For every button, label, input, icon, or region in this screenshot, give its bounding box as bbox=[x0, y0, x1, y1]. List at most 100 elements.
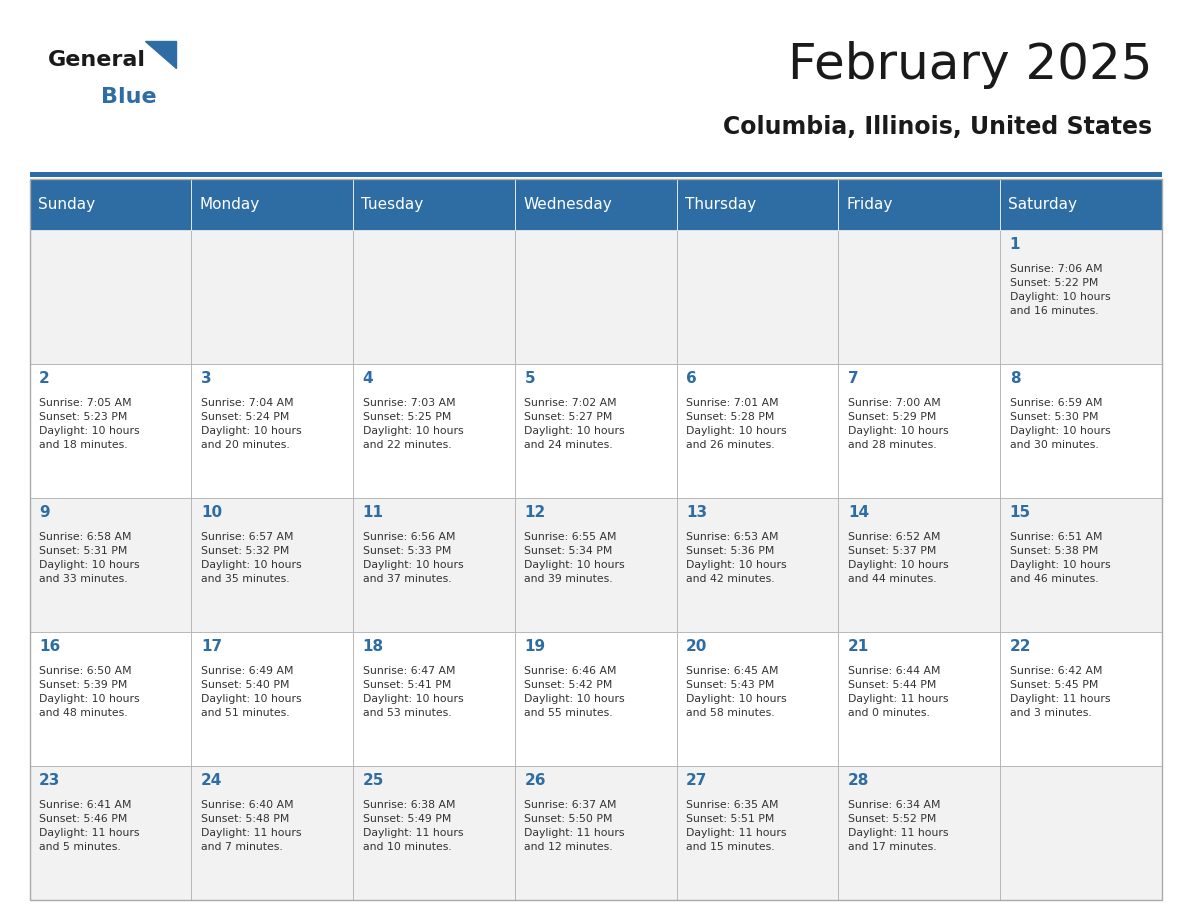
Text: Sunrise: 6:52 AM
Sunset: 5:37 PM
Daylight: 10 hours
and 44 minutes.: Sunrise: 6:52 AM Sunset: 5:37 PM Dayligh… bbox=[848, 532, 948, 585]
FancyBboxPatch shape bbox=[514, 632, 677, 766]
Text: 24: 24 bbox=[201, 773, 222, 788]
Text: 7: 7 bbox=[848, 371, 859, 386]
Polygon shape bbox=[145, 41, 176, 68]
Text: Sunrise: 6:50 AM
Sunset: 5:39 PM
Daylight: 10 hours
and 48 minutes.: Sunrise: 6:50 AM Sunset: 5:39 PM Dayligh… bbox=[39, 666, 140, 719]
Text: 20: 20 bbox=[687, 639, 708, 654]
Text: 16: 16 bbox=[39, 639, 61, 654]
Text: Sunrise: 6:49 AM
Sunset: 5:40 PM
Daylight: 10 hours
and 51 minutes.: Sunrise: 6:49 AM Sunset: 5:40 PM Dayligh… bbox=[201, 666, 302, 719]
FancyBboxPatch shape bbox=[839, 230, 1000, 364]
FancyBboxPatch shape bbox=[30, 364, 191, 498]
FancyBboxPatch shape bbox=[1000, 179, 1162, 230]
Text: 11: 11 bbox=[362, 505, 384, 520]
Text: 22: 22 bbox=[1010, 639, 1031, 654]
FancyBboxPatch shape bbox=[1000, 632, 1162, 766]
Text: Sunrise: 7:00 AM
Sunset: 5:29 PM
Daylight: 10 hours
and 28 minutes.: Sunrise: 7:00 AM Sunset: 5:29 PM Dayligh… bbox=[848, 398, 948, 451]
FancyBboxPatch shape bbox=[677, 179, 839, 230]
Text: 1: 1 bbox=[1010, 237, 1020, 252]
Text: Sunrise: 6:40 AM
Sunset: 5:48 PM
Daylight: 11 hours
and 7 minutes.: Sunrise: 6:40 AM Sunset: 5:48 PM Dayligh… bbox=[201, 800, 302, 853]
Text: 2: 2 bbox=[39, 371, 50, 386]
FancyBboxPatch shape bbox=[1000, 230, 1162, 364]
FancyBboxPatch shape bbox=[1000, 364, 1162, 498]
Text: 25: 25 bbox=[362, 773, 384, 788]
Text: Sunrise: 7:05 AM
Sunset: 5:23 PM
Daylight: 10 hours
and 18 minutes.: Sunrise: 7:05 AM Sunset: 5:23 PM Dayligh… bbox=[39, 398, 140, 451]
Text: General: General bbox=[48, 50, 145, 71]
Text: Sunrise: 6:34 AM
Sunset: 5:52 PM
Daylight: 11 hours
and 17 minutes.: Sunrise: 6:34 AM Sunset: 5:52 PM Dayligh… bbox=[848, 800, 948, 853]
Text: 23: 23 bbox=[39, 773, 61, 788]
FancyBboxPatch shape bbox=[191, 364, 353, 498]
Text: 8: 8 bbox=[1010, 371, 1020, 386]
Text: Sunrise: 7:06 AM
Sunset: 5:22 PM
Daylight: 10 hours
and 16 minutes.: Sunrise: 7:06 AM Sunset: 5:22 PM Dayligh… bbox=[1010, 264, 1111, 317]
Text: 6: 6 bbox=[687, 371, 697, 386]
FancyBboxPatch shape bbox=[514, 498, 677, 632]
Text: Sunrise: 7:01 AM
Sunset: 5:28 PM
Daylight: 10 hours
and 26 minutes.: Sunrise: 7:01 AM Sunset: 5:28 PM Dayligh… bbox=[687, 398, 786, 451]
Text: Sunrise: 6:45 AM
Sunset: 5:43 PM
Daylight: 10 hours
and 58 minutes.: Sunrise: 6:45 AM Sunset: 5:43 PM Dayligh… bbox=[687, 666, 786, 719]
FancyBboxPatch shape bbox=[353, 766, 514, 900]
FancyBboxPatch shape bbox=[839, 766, 1000, 900]
Text: Sunrise: 6:38 AM
Sunset: 5:49 PM
Daylight: 11 hours
and 10 minutes.: Sunrise: 6:38 AM Sunset: 5:49 PM Dayligh… bbox=[362, 800, 463, 853]
FancyBboxPatch shape bbox=[839, 364, 1000, 498]
Text: Sunrise: 6:47 AM
Sunset: 5:41 PM
Daylight: 10 hours
and 53 minutes.: Sunrise: 6:47 AM Sunset: 5:41 PM Dayligh… bbox=[362, 666, 463, 719]
Text: Sunrise: 6:42 AM
Sunset: 5:45 PM
Daylight: 11 hours
and 3 minutes.: Sunrise: 6:42 AM Sunset: 5:45 PM Dayligh… bbox=[1010, 666, 1110, 719]
Text: 17: 17 bbox=[201, 639, 222, 654]
Text: 26: 26 bbox=[524, 773, 546, 788]
Text: Blue: Blue bbox=[101, 87, 157, 107]
FancyBboxPatch shape bbox=[677, 498, 839, 632]
Text: 13: 13 bbox=[687, 505, 707, 520]
Text: 5: 5 bbox=[524, 371, 535, 386]
Text: Sunrise: 6:41 AM
Sunset: 5:46 PM
Daylight: 11 hours
and 5 minutes.: Sunrise: 6:41 AM Sunset: 5:46 PM Dayligh… bbox=[39, 800, 140, 853]
FancyBboxPatch shape bbox=[191, 179, 353, 230]
FancyBboxPatch shape bbox=[30, 498, 191, 632]
FancyBboxPatch shape bbox=[30, 179, 191, 230]
FancyBboxPatch shape bbox=[677, 766, 839, 900]
Text: Wednesday: Wednesday bbox=[523, 196, 612, 212]
FancyBboxPatch shape bbox=[191, 632, 353, 766]
Text: Sunrise: 6:59 AM
Sunset: 5:30 PM
Daylight: 10 hours
and 30 minutes.: Sunrise: 6:59 AM Sunset: 5:30 PM Dayligh… bbox=[1010, 398, 1111, 451]
FancyBboxPatch shape bbox=[191, 766, 353, 900]
Text: Sunrise: 7:02 AM
Sunset: 5:27 PM
Daylight: 10 hours
and 24 minutes.: Sunrise: 7:02 AM Sunset: 5:27 PM Dayligh… bbox=[524, 398, 625, 451]
FancyBboxPatch shape bbox=[191, 498, 353, 632]
FancyBboxPatch shape bbox=[839, 179, 1000, 230]
Text: February 2025: February 2025 bbox=[788, 41, 1152, 89]
Text: 14: 14 bbox=[848, 505, 868, 520]
Text: Sunrise: 6:58 AM
Sunset: 5:31 PM
Daylight: 10 hours
and 33 minutes.: Sunrise: 6:58 AM Sunset: 5:31 PM Dayligh… bbox=[39, 532, 140, 585]
FancyBboxPatch shape bbox=[514, 230, 677, 364]
Text: Sunday: Sunday bbox=[38, 196, 95, 212]
Text: Monday: Monday bbox=[200, 196, 260, 212]
Text: 15: 15 bbox=[1010, 505, 1031, 520]
Text: Sunrise: 6:56 AM
Sunset: 5:33 PM
Daylight: 10 hours
and 37 minutes.: Sunrise: 6:56 AM Sunset: 5:33 PM Dayligh… bbox=[362, 532, 463, 585]
FancyBboxPatch shape bbox=[353, 632, 514, 766]
Text: Sunrise: 6:44 AM
Sunset: 5:44 PM
Daylight: 11 hours
and 0 minutes.: Sunrise: 6:44 AM Sunset: 5:44 PM Dayligh… bbox=[848, 666, 948, 719]
Text: 18: 18 bbox=[362, 639, 384, 654]
Text: 27: 27 bbox=[687, 773, 708, 788]
FancyBboxPatch shape bbox=[514, 179, 677, 230]
Text: Sunrise: 6:46 AM
Sunset: 5:42 PM
Daylight: 10 hours
and 55 minutes.: Sunrise: 6:46 AM Sunset: 5:42 PM Dayligh… bbox=[524, 666, 625, 719]
FancyBboxPatch shape bbox=[191, 230, 353, 364]
Text: Columbia, Illinois, United States: Columbia, Illinois, United States bbox=[723, 115, 1152, 139]
FancyBboxPatch shape bbox=[30, 172, 1162, 177]
Text: Sunrise: 7:03 AM
Sunset: 5:25 PM
Daylight: 10 hours
and 22 minutes.: Sunrise: 7:03 AM Sunset: 5:25 PM Dayligh… bbox=[362, 398, 463, 451]
Text: 28: 28 bbox=[848, 773, 870, 788]
FancyBboxPatch shape bbox=[677, 632, 839, 766]
Text: 19: 19 bbox=[524, 639, 545, 654]
FancyBboxPatch shape bbox=[839, 632, 1000, 766]
Text: 3: 3 bbox=[201, 371, 211, 386]
FancyBboxPatch shape bbox=[677, 230, 839, 364]
FancyBboxPatch shape bbox=[353, 498, 514, 632]
FancyBboxPatch shape bbox=[353, 230, 514, 364]
FancyBboxPatch shape bbox=[353, 364, 514, 498]
Text: Thursday: Thursday bbox=[684, 196, 756, 212]
Text: Sunrise: 7:04 AM
Sunset: 5:24 PM
Daylight: 10 hours
and 20 minutes.: Sunrise: 7:04 AM Sunset: 5:24 PM Dayligh… bbox=[201, 398, 302, 451]
Text: Sunrise: 6:35 AM
Sunset: 5:51 PM
Daylight: 11 hours
and 15 minutes.: Sunrise: 6:35 AM Sunset: 5:51 PM Dayligh… bbox=[687, 800, 786, 853]
FancyBboxPatch shape bbox=[514, 364, 677, 498]
FancyBboxPatch shape bbox=[30, 632, 191, 766]
Text: 9: 9 bbox=[39, 505, 50, 520]
Text: Friday: Friday bbox=[847, 196, 893, 212]
Text: Saturday: Saturday bbox=[1009, 196, 1078, 212]
Text: Sunrise: 6:55 AM
Sunset: 5:34 PM
Daylight: 10 hours
and 39 minutes.: Sunrise: 6:55 AM Sunset: 5:34 PM Dayligh… bbox=[524, 532, 625, 585]
FancyBboxPatch shape bbox=[677, 364, 839, 498]
FancyBboxPatch shape bbox=[1000, 498, 1162, 632]
Text: 21: 21 bbox=[848, 639, 870, 654]
FancyBboxPatch shape bbox=[514, 766, 677, 900]
FancyBboxPatch shape bbox=[1000, 766, 1162, 900]
FancyBboxPatch shape bbox=[839, 498, 1000, 632]
